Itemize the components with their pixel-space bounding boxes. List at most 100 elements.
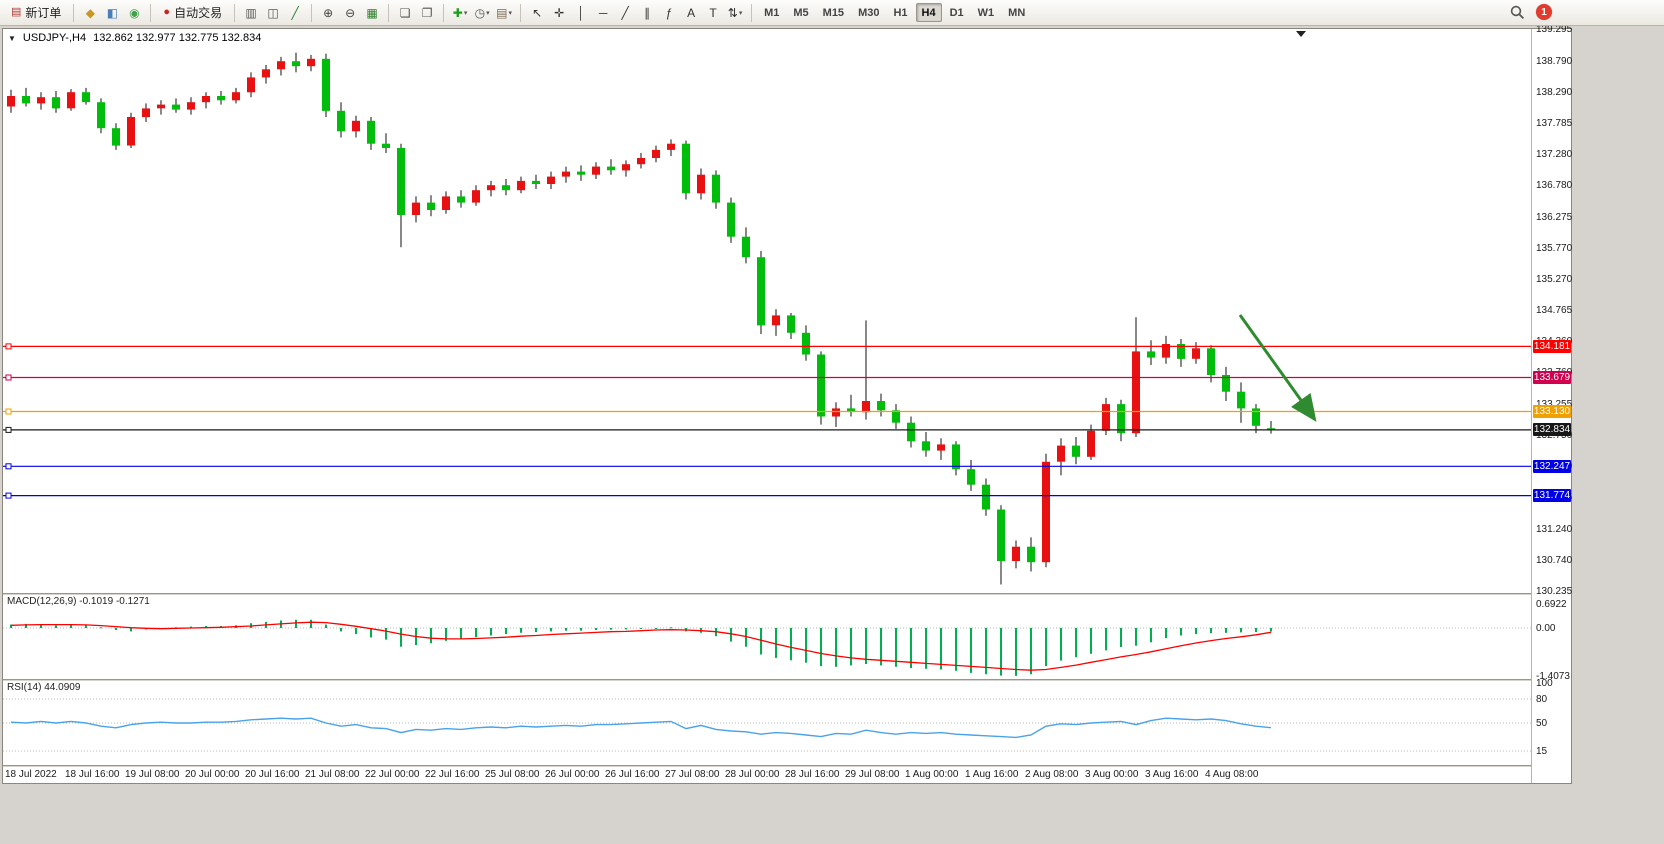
timeframe-m5[interactable]: M5 xyxy=(793,6,809,19)
candle xyxy=(352,120,360,132)
timeframe-m1[interactable]: M1 xyxy=(764,6,780,19)
price-axis-label: 137.785 xyxy=(1536,118,1573,129)
indicators-icon[interactable]: ✚ ▾ xyxy=(449,3,471,23)
crosshair-icon: ✛ xyxy=(554,5,565,20)
timeframe-h4[interactable]: H4 xyxy=(915,3,942,22)
macd-histogram-bar xyxy=(475,628,477,638)
rsi-label: RSI(14) 44.0909 xyxy=(7,682,80,693)
macd-histogram-bar xyxy=(805,628,807,663)
annotation-arrow[interactable] xyxy=(1238,314,1317,422)
candle xyxy=(427,202,435,210)
candlestick-chart-icon[interactable]: ◫ xyxy=(262,3,284,23)
new-order-button[interactable]: ▤ 新订单 xyxy=(4,1,68,25)
macd-histogram-bar xyxy=(880,628,882,666)
candle xyxy=(997,509,1005,561)
macd-histogram-bar xyxy=(355,628,357,635)
panel-separator[interactable] xyxy=(3,765,1571,767)
navigator-icon[interactable]: ◉ xyxy=(123,3,145,23)
arrows-icon[interactable]: ⇅ ▾ xyxy=(724,3,746,23)
candle xyxy=(757,257,765,326)
dropdown-caret-icon: ▾ xyxy=(463,9,468,17)
macd-histogram-bar xyxy=(325,624,327,628)
toolbar-separator xyxy=(751,3,753,22)
one-click-trading-toggle-icon[interactable]: ▼ xyxy=(8,33,16,43)
macd-histogram-bar xyxy=(1090,628,1092,654)
candle xyxy=(562,171,570,177)
horizontal-line-icon[interactable]: ─ xyxy=(592,3,614,23)
macd-axis-label: -1.4073 xyxy=(1536,671,1570,682)
vertical-line-icon[interactable]: │ xyxy=(570,3,592,23)
chart-window[interactable]: ▼ USDJPY-,H4 132.862 132.977 132.775 132… xyxy=(2,24,1573,784)
candle xyxy=(1027,546,1035,563)
new-chart-icon[interactable]: ❏ xyxy=(394,3,416,23)
line-anchor-handle[interactable] xyxy=(5,426,12,433)
macd-signal-line xyxy=(10,621,1272,671)
macd-histogram-bar xyxy=(190,626,192,628)
time-axis-label: 20 Jul 16:00 xyxy=(245,769,300,780)
search-icon[interactable] xyxy=(1510,5,1525,20)
price-chart[interactable] xyxy=(3,29,1531,593)
timeframe-mn[interactable]: MN xyxy=(1008,6,1026,19)
candle xyxy=(262,69,270,78)
macd-histogram-bar xyxy=(385,628,387,640)
candle xyxy=(1132,351,1140,434)
panel-separator[interactable] xyxy=(3,593,1571,595)
line-chart-icon[interactable]: ╱ xyxy=(284,3,306,23)
macd-values: -0.1019 -0.1271 xyxy=(79,596,150,607)
macd-histogram-bar xyxy=(955,628,957,671)
periods-icon[interactable]: ◷ ▾ xyxy=(471,3,493,23)
macd-histogram-bar xyxy=(1225,628,1227,633)
templates-icon[interactable]: ▤ ▾ xyxy=(493,3,515,23)
line-anchor-handle[interactable] xyxy=(5,374,12,381)
price-axis-label: 135.270 xyxy=(1536,274,1573,285)
data-window-icon[interactable]: ◧ xyxy=(101,3,123,23)
timeframe-m30[interactable]: M30 xyxy=(858,6,880,19)
line-anchor-handle[interactable] xyxy=(5,408,12,415)
candle xyxy=(202,96,210,103)
line-anchor-handle[interactable] xyxy=(5,492,12,499)
candle xyxy=(892,410,900,423)
candle xyxy=(187,102,195,110)
line-anchor-handle[interactable] xyxy=(5,463,12,470)
panel-separator[interactable] xyxy=(3,679,1571,681)
channel-icon[interactable]: ∥ xyxy=(636,3,658,23)
cursor-icon[interactable]: ↖ xyxy=(526,3,548,23)
macd-histogram-bar xyxy=(970,628,972,673)
rsi-panel[interactable] xyxy=(3,681,1531,765)
tile-windows-icon[interactable]: ▦ xyxy=(361,3,383,23)
macd-histogram-bar xyxy=(1060,628,1062,661)
macd-histogram-bar xyxy=(625,628,627,630)
candle xyxy=(667,143,675,150)
chart-profiles-icon[interactable]: ❐ xyxy=(416,3,438,23)
candle xyxy=(277,61,285,70)
label-icon[interactable]: T xyxy=(702,3,724,23)
macd-histogram-bar xyxy=(670,627,672,629)
rsi-axis-label: 50 xyxy=(1536,718,1548,729)
candle xyxy=(607,166,615,171)
text-icon[interactable]: A xyxy=(680,3,702,23)
market-watch-icon[interactable]: ◆ xyxy=(79,3,101,23)
candle xyxy=(172,104,180,110)
trendline-icon[interactable]: ╱ xyxy=(614,3,636,23)
chart-shift-marker[interactable] xyxy=(1296,31,1306,37)
autotrading-button[interactable]: ● 自动交易 xyxy=(156,1,229,25)
macd-panel[interactable] xyxy=(3,595,1531,679)
zoom-in-icon[interactable]: ⊕ xyxy=(317,3,339,23)
candle xyxy=(292,61,300,67)
fibonacci-icon[interactable]: ƒ xyxy=(658,3,680,23)
timeframe-d1[interactable]: D1 xyxy=(949,6,964,19)
candle xyxy=(742,236,750,258)
zoom-out-icon[interactable]: ⊖ xyxy=(339,3,361,23)
timeframe-m15[interactable]: M15 xyxy=(822,6,845,19)
notification-badge[interactable]: 1 xyxy=(1536,4,1552,20)
candle xyxy=(1042,461,1050,563)
timeframe-w1[interactable]: W1 xyxy=(977,6,995,19)
new-order-button-label: 新订单 xyxy=(25,6,62,20)
timeframe-h1[interactable]: H1 xyxy=(893,6,908,19)
macd-histogram-bar xyxy=(295,619,297,628)
crosshair-icon[interactable]: ✛ xyxy=(548,3,570,23)
macd-histogram-bar xyxy=(655,628,657,629)
candle xyxy=(322,58,330,111)
line-anchor-handle[interactable] xyxy=(5,343,12,350)
bar-chart-icon[interactable]: ▥ xyxy=(240,3,262,23)
